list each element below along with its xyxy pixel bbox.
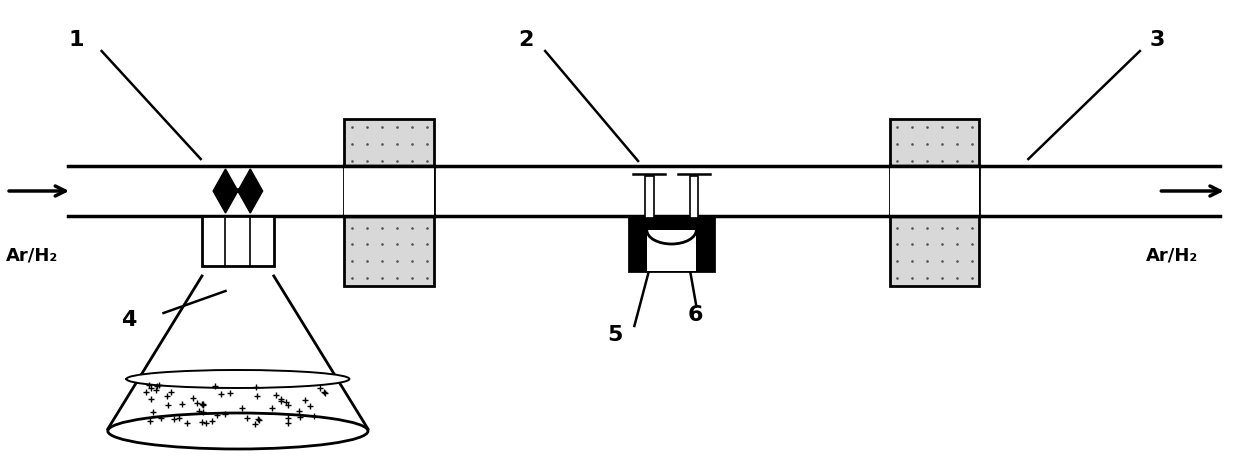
- Bar: [202, 216, 274, 266]
- Text: 3: 3: [1150, 30, 1165, 50]
- Bar: [629, 216, 714, 271]
- Text: 4: 4: [121, 310, 136, 330]
- Text: Ar/H₂: Ar/H₂: [6, 247, 58, 265]
- Text: 1: 1: [68, 30, 84, 50]
- Bar: [644, 176, 654, 218]
- Bar: [344, 166, 434, 216]
- Polygon shape: [213, 169, 238, 213]
- Ellipse shape: [126, 370, 349, 388]
- Bar: [344, 119, 434, 286]
- Text: 6: 6: [688, 305, 704, 325]
- Bar: [689, 176, 698, 218]
- Polygon shape: [238, 169, 263, 213]
- Ellipse shape: [108, 413, 368, 449]
- Bar: [890, 119, 979, 286]
- Text: Ar/H₂: Ar/H₂: [1146, 247, 1198, 265]
- Text: 2: 2: [518, 30, 533, 50]
- Bar: [647, 230, 696, 271]
- Text: 5: 5: [607, 325, 622, 345]
- Bar: [890, 166, 979, 216]
